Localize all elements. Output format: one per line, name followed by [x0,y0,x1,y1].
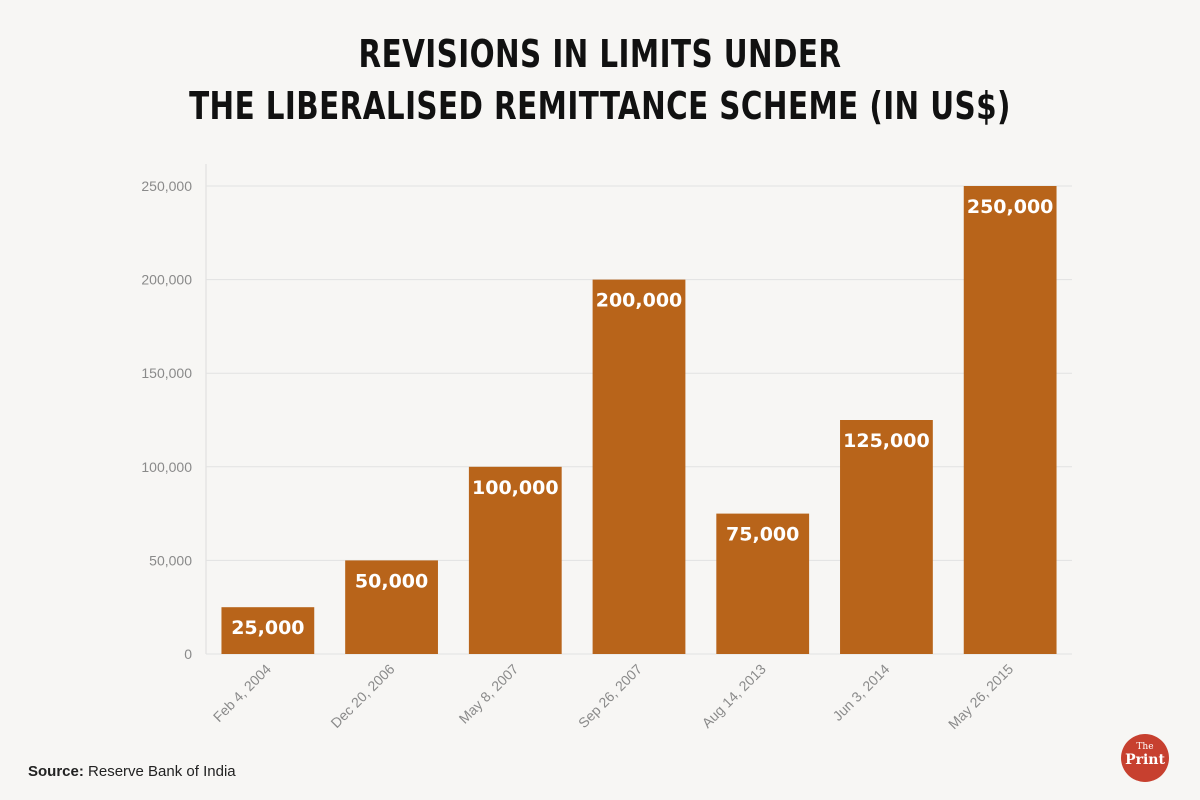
data-label: 75,000 [726,524,799,546]
x-tick-label: May 8, 2007 [456,661,522,727]
bar [840,420,933,654]
y-tick-label: 50,000 [149,552,192,568]
data-label: 125,000 [843,430,930,452]
bar [716,513,810,654]
y-tick-label: 150,000 [141,365,192,381]
x-tick-label: Aug 14, 2013 [699,661,769,731]
data-label: 100,000 [472,477,559,499]
data-label: 200,000 [596,290,683,312]
chart-title-line2: THE LIBERALISED REMITTANCE SCHEME (IN US… [189,84,1011,128]
x-tick-label: Feb 4, 2004 [210,661,274,725]
chart-title-line1: REVISIONS IN LIMITS UNDER [358,32,842,76]
bar [345,560,438,654]
theprint-logo: The Print [1121,734,1169,782]
source-note: Source: Reserve Bank of India [28,763,236,780]
source-label: Source: [28,763,84,780]
x-tick-label: May 26, 2015 [945,661,1016,732]
bar [592,279,686,654]
x-tick-label: Dec 20, 2006 [327,661,397,731]
logo-big-text: Print [1125,752,1165,768]
y-tick-label: 200,000 [141,272,192,288]
x-tick-label: Jun 3, 2014 [829,661,892,724]
y-tick-label: 0 [184,646,192,662]
y-tick-label: 100,000 [141,459,192,475]
data-label: 25,000 [231,617,304,639]
data-label: 250,000 [967,196,1054,218]
y-tick-label: 250,000 [141,178,192,194]
data-label: 50,000 [355,570,428,592]
bar [468,466,562,654]
bar [221,607,315,654]
chart-title: REVISIONS IN LIMITS UNDER THE LIBERALISE… [0,28,1200,132]
bar [963,186,1057,654]
x-tick-label: Sep 26, 2007 [575,661,645,731]
logo-small-text: The [1136,742,1154,752]
source-text: Reserve Bank of India [88,763,236,780]
